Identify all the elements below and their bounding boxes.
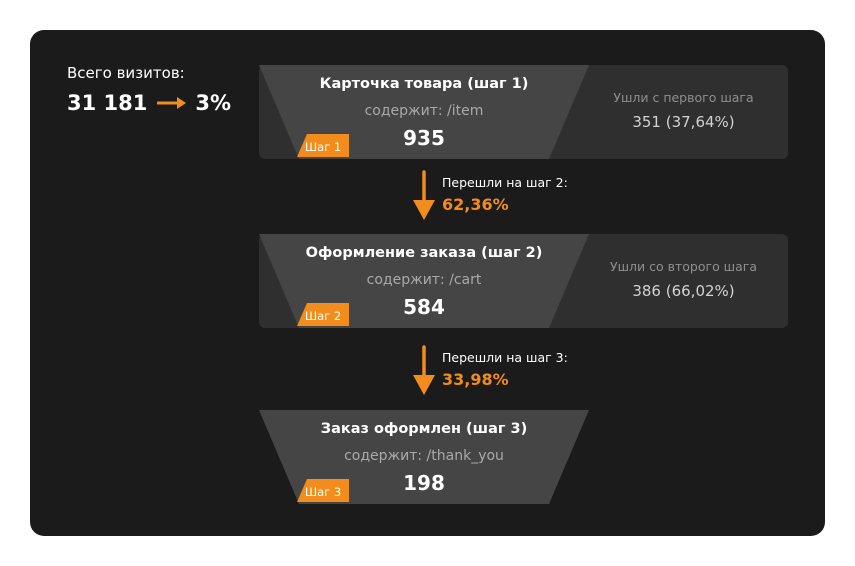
arrow-right-icon <box>156 91 187 115</box>
step-badge-label: Шаг 2 <box>304 309 342 323</box>
step-title: Оформление заказа (шаг 2) <box>305 245 543 261</box>
transition-label: Перешли на шаг 2: <box>442 175 568 190</box>
step-badge: Шаг 3 <box>297 479 349 502</box>
step-badge-label: Шаг 3 <box>304 485 342 499</box>
total-visits-block: Всего визитов: 31 181 3% <box>67 64 231 115</box>
arrow-down-icon <box>413 345 435 395</box>
step-title: Заказ оформлен (шаг 3) <box>320 421 528 437</box>
step-count: 198 <box>403 471 445 495</box>
funnel-step-1[interactable]: Карточка товара (шаг 1) содержит: /item … <box>259 65 788 159</box>
transition-percent: 33,98% <box>442 370 509 389</box>
total-visits-label: Всего визитов: <box>67 64 185 82</box>
step-exit-value: 386 (66,02%) <box>632 282 735 300</box>
step-badge: Шаг 2 <box>297 303 349 326</box>
funnel-card: Всего визитов: 31 181 3% Карточка товара… <box>30 30 825 536</box>
total-visits-value: 31 181 <box>67 91 148 115</box>
step-exit-label: Ушли с первого шага <box>613 90 754 105</box>
step-badge-label: Шаг 1 <box>304 140 342 154</box>
step-title: Карточка товара (шаг 1) <box>319 76 529 92</box>
transition-label: Перешли на шаг 3: <box>442 350 568 365</box>
step-count: 935 <box>403 126 445 150</box>
transition-percent: 62,36% <box>442 195 509 214</box>
step-exit: Ушли со второго шага 386 (66,02%) <box>579 234 788 300</box>
arrow-down-icon <box>413 170 435 220</box>
step-contains: содержит: /thank_you <box>344 448 504 464</box>
funnel-step-2[interactable]: Оформление заказа (шаг 2) содержит: /car… <box>259 234 788 328</box>
step-exit-label: Ушли со второго шага <box>609 259 758 274</box>
step-badge: Шаг 1 <box>297 134 349 157</box>
funnel-step-3[interactable]: Заказ оформлен (шаг 3) содержит: /thank_… <box>259 410 589 504</box>
step-exit: Ушли с первого шага 351 (37,64%) <box>579 65 788 131</box>
step-contains: содержит: /item <box>364 103 484 119</box>
total-conversion-value: 3% <box>195 91 232 115</box>
total-visits-row: 31 181 3% <box>67 91 231 115</box>
step-count: 584 <box>403 295 445 319</box>
step-exit-value: 351 (37,64%) <box>632 113 735 131</box>
step-contains: содержит: /cart <box>366 272 482 288</box>
